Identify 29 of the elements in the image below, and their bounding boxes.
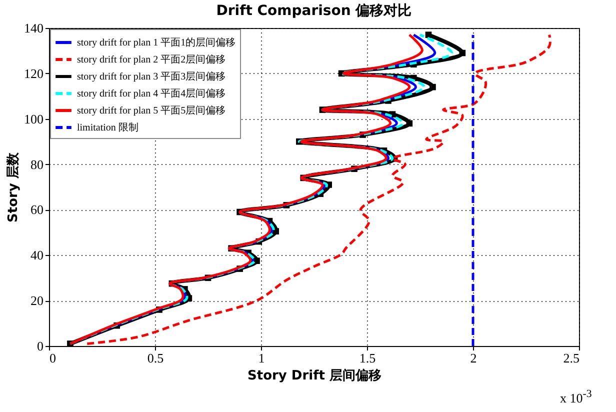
y-tick-label: 0 [37,338,44,354]
point [459,50,466,56]
x-axis-title: Story Drift 层间偏移 [248,368,382,384]
y-axis-title: Story 层数 [6,152,21,222]
legend-label: story drift for plan 2 平面2层间偏移 [77,54,226,66]
x-tick-label: 1 [258,350,265,366]
point [425,32,432,38]
legend-label: limitation 限制 [77,122,138,134]
y-tick-label: 40 [30,248,44,263]
x-tick-label: 2 [470,350,477,366]
legend-label: story drift for plan 1 平面1的层间偏移 [77,36,236,48]
legend-label: story drift for plan 4 平面4层间偏移 [77,88,226,100]
legend-label: story drift for plan 3 平面3层间偏移 [77,70,226,82]
x-tick-label: 2.5 [563,350,580,366]
text: x 10$^{-3}$ [560,388,592,406]
y-tick-label: 60 [30,202,44,218]
x-tick-label: 0 [50,350,56,366]
point [254,258,260,264]
point [430,84,436,90]
legend-label: story drift for plan 5 平面5层间偏移 [77,104,226,116]
y-tick-label: 140 [24,20,44,36]
point [406,120,413,127]
y-tick-label: 120 [24,66,44,81]
x-tick-label: 1.5 [359,350,376,366]
y-tick-label: 20 [30,293,44,308]
y-tick-label: 100 [24,111,44,126]
x-tick-label: 0.5 [147,350,164,366]
chart-title: Drift Comparison 偏移对比 [216,3,412,19]
y-tick-label: 80 [30,156,44,172]
